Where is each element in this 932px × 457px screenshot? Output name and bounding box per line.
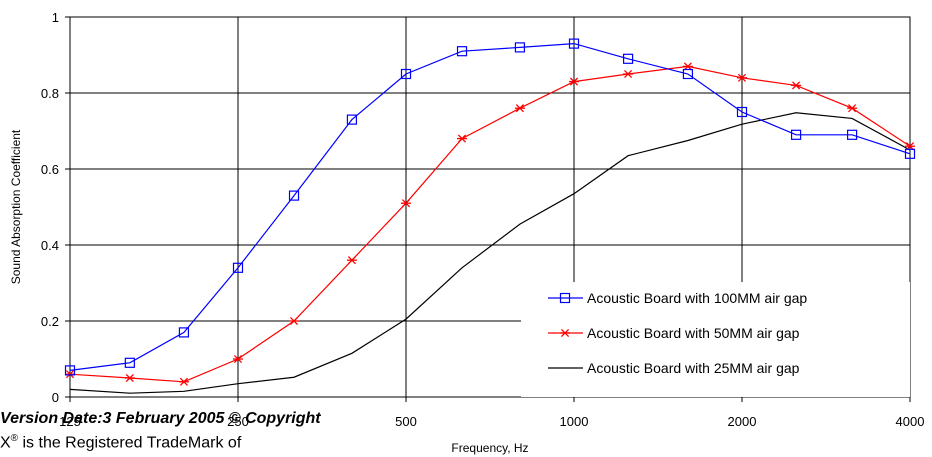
series-1 <box>65 62 915 386</box>
y-tick-label: 0.6 <box>41 162 59 177</box>
data-point <box>790 129 802 140</box>
data-point <box>457 134 468 143</box>
data-point <box>289 316 300 326</box>
data-point <box>569 77 579 86</box>
series-line <box>69 112 911 394</box>
data-point <box>682 68 694 80</box>
y-tick-label: 0.2 <box>41 314 59 329</box>
data-point <box>568 38 580 49</box>
x-tick-label: 500 <box>395 414 417 429</box>
x-tick-label: 1000 <box>560 414 589 429</box>
x-axis-title: Frequency, Hz <box>451 441 528 455</box>
data-point <box>736 106 748 118</box>
data-point <box>560 328 570 338</box>
data-point <box>905 142 915 151</box>
legend-label: Acoustic Board with 100MM air gap <box>587 290 807 306</box>
series-line <box>69 65 911 383</box>
data-point <box>623 69 634 79</box>
series-line <box>69 42 911 371</box>
y-tick-label: 0.8 <box>41 86 59 101</box>
series-2 <box>69 112 911 394</box>
trademark-label: is the Registered TradeMark of <box>18 434 242 452</box>
data-point <box>559 292 571 304</box>
data-point <box>456 46 468 57</box>
data-point <box>400 68 412 80</box>
x-axis: 125 250 500 1000 2000 4000 <box>59 397 924 429</box>
x-tick-label: 125 <box>59 414 81 429</box>
y-axis: 0 0.2 0.4 0.6 0.8 1 <box>41 10 70 405</box>
x-tick-label: 2000 <box>728 414 757 429</box>
data-point <box>401 199 411 208</box>
y-tick-label: 0.4 <box>41 238 59 253</box>
x-tick-label: 250 <box>227 414 249 429</box>
registered-symbol: ® <box>10 433 19 444</box>
legend-item: Acoustic Board with 100MM air gap <box>548 290 807 306</box>
legend: Acoustic Board with 100MM air gap Acousti… <box>521 282 910 397</box>
data-point <box>346 256 357 265</box>
data-point <box>178 327 190 338</box>
trademark-prefix: X <box>0 434 11 452</box>
trademark-text: X® is the Registered TradeMark of <box>0 433 241 452</box>
legend-item: Acoustic Board with 25MM air gap <box>548 360 800 376</box>
data-point <box>124 357 135 368</box>
data-point <box>64 365 76 376</box>
series-0 <box>64 38 916 376</box>
y-axis-title: Sound Absorption Coefficient <box>9 129 23 284</box>
data-point <box>847 104 858 113</box>
data-point <box>65 370 75 379</box>
data-point <box>233 354 243 364</box>
data-point <box>178 377 189 386</box>
data-point <box>514 42 526 53</box>
data-point <box>846 129 858 140</box>
data-point <box>791 81 802 90</box>
data-point <box>232 262 244 273</box>
version-date-text: Version Date:3 February 2005 © Copyright <box>0 410 321 427</box>
legend-label: Acoustic Board with 50MM air gap <box>587 325 800 341</box>
data-point <box>514 104 525 113</box>
data-point <box>124 373 135 383</box>
data-point <box>737 73 747 82</box>
series-group <box>64 38 916 394</box>
legend-background <box>521 282 910 397</box>
data-point <box>904 148 916 159</box>
data-point <box>682 62 693 71</box>
data-point <box>622 53 634 64</box>
x-tick-label: 4000 <box>896 414 925 429</box>
legend-item: Acoustic Board with 50MM air gap <box>548 325 800 341</box>
y-tick-label: 0 <box>52 390 59 405</box>
legend-label: Acoustic Board with 25MM air gap <box>587 360 800 376</box>
y-tick-label: 1 <box>52 10 59 25</box>
data-point <box>288 190 300 201</box>
plot-area <box>69 16 911 398</box>
data-point <box>346 114 358 125</box>
